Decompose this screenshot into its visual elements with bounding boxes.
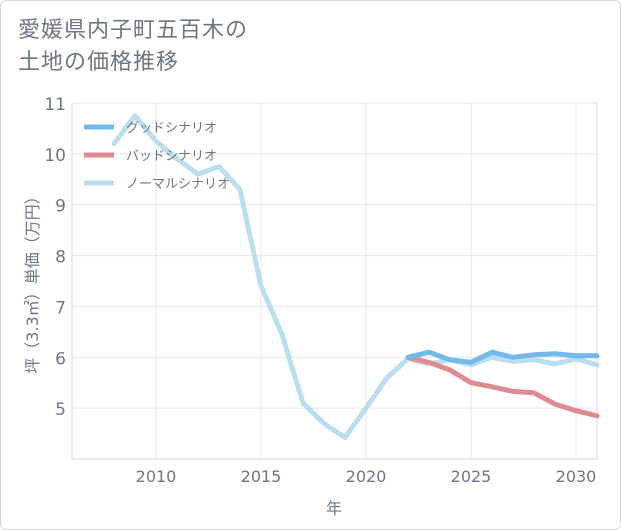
x-tick-label: 2010 xyxy=(136,467,177,486)
x-tick-label: 2030 xyxy=(556,467,597,486)
y-tick-label: 9 xyxy=(55,197,66,217)
y-tick-label: 5 xyxy=(55,400,66,420)
legend-label: グッドシナリオ xyxy=(126,121,217,136)
x-tick-label: 2020 xyxy=(346,467,387,486)
series-line-1 xyxy=(405,354,600,419)
series-lines xyxy=(111,113,600,441)
y-axis-ticks: 5 6 7 8 9 10 11 xyxy=(44,95,66,420)
chart-title-line1: 愛媛県内子町五百木の xyxy=(18,18,249,43)
x-axis-label: 年 xyxy=(326,499,342,518)
y-tick-label: 11 xyxy=(44,95,66,115)
y-tick-label: 8 xyxy=(55,248,66,268)
y-tick-label: 10 xyxy=(44,146,66,166)
legend-label: バッドシナリオ xyxy=(126,149,217,164)
series-line-2 xyxy=(111,113,600,441)
chart-title: 愛媛県内子町五百木の 土地の価格推移 xyxy=(18,15,248,79)
legend-label: ノーマルシナリオ xyxy=(126,177,230,192)
y-tick-label: 7 xyxy=(55,298,66,318)
plot-area xyxy=(71,102,598,460)
x-tick-label: 2015 xyxy=(241,467,282,486)
x-axis-ticks: 2010 2015 2020 2025 2030 xyxy=(136,467,597,486)
y-tick-label: 6 xyxy=(55,349,66,369)
series-line-0 xyxy=(405,349,600,365)
y-axis-label: 坪（3.3㎡）単価（万円） xyxy=(23,188,42,373)
chart-title-line2: 土地の価格推移 xyxy=(18,50,180,75)
x-tick-label: 2025 xyxy=(451,467,492,486)
